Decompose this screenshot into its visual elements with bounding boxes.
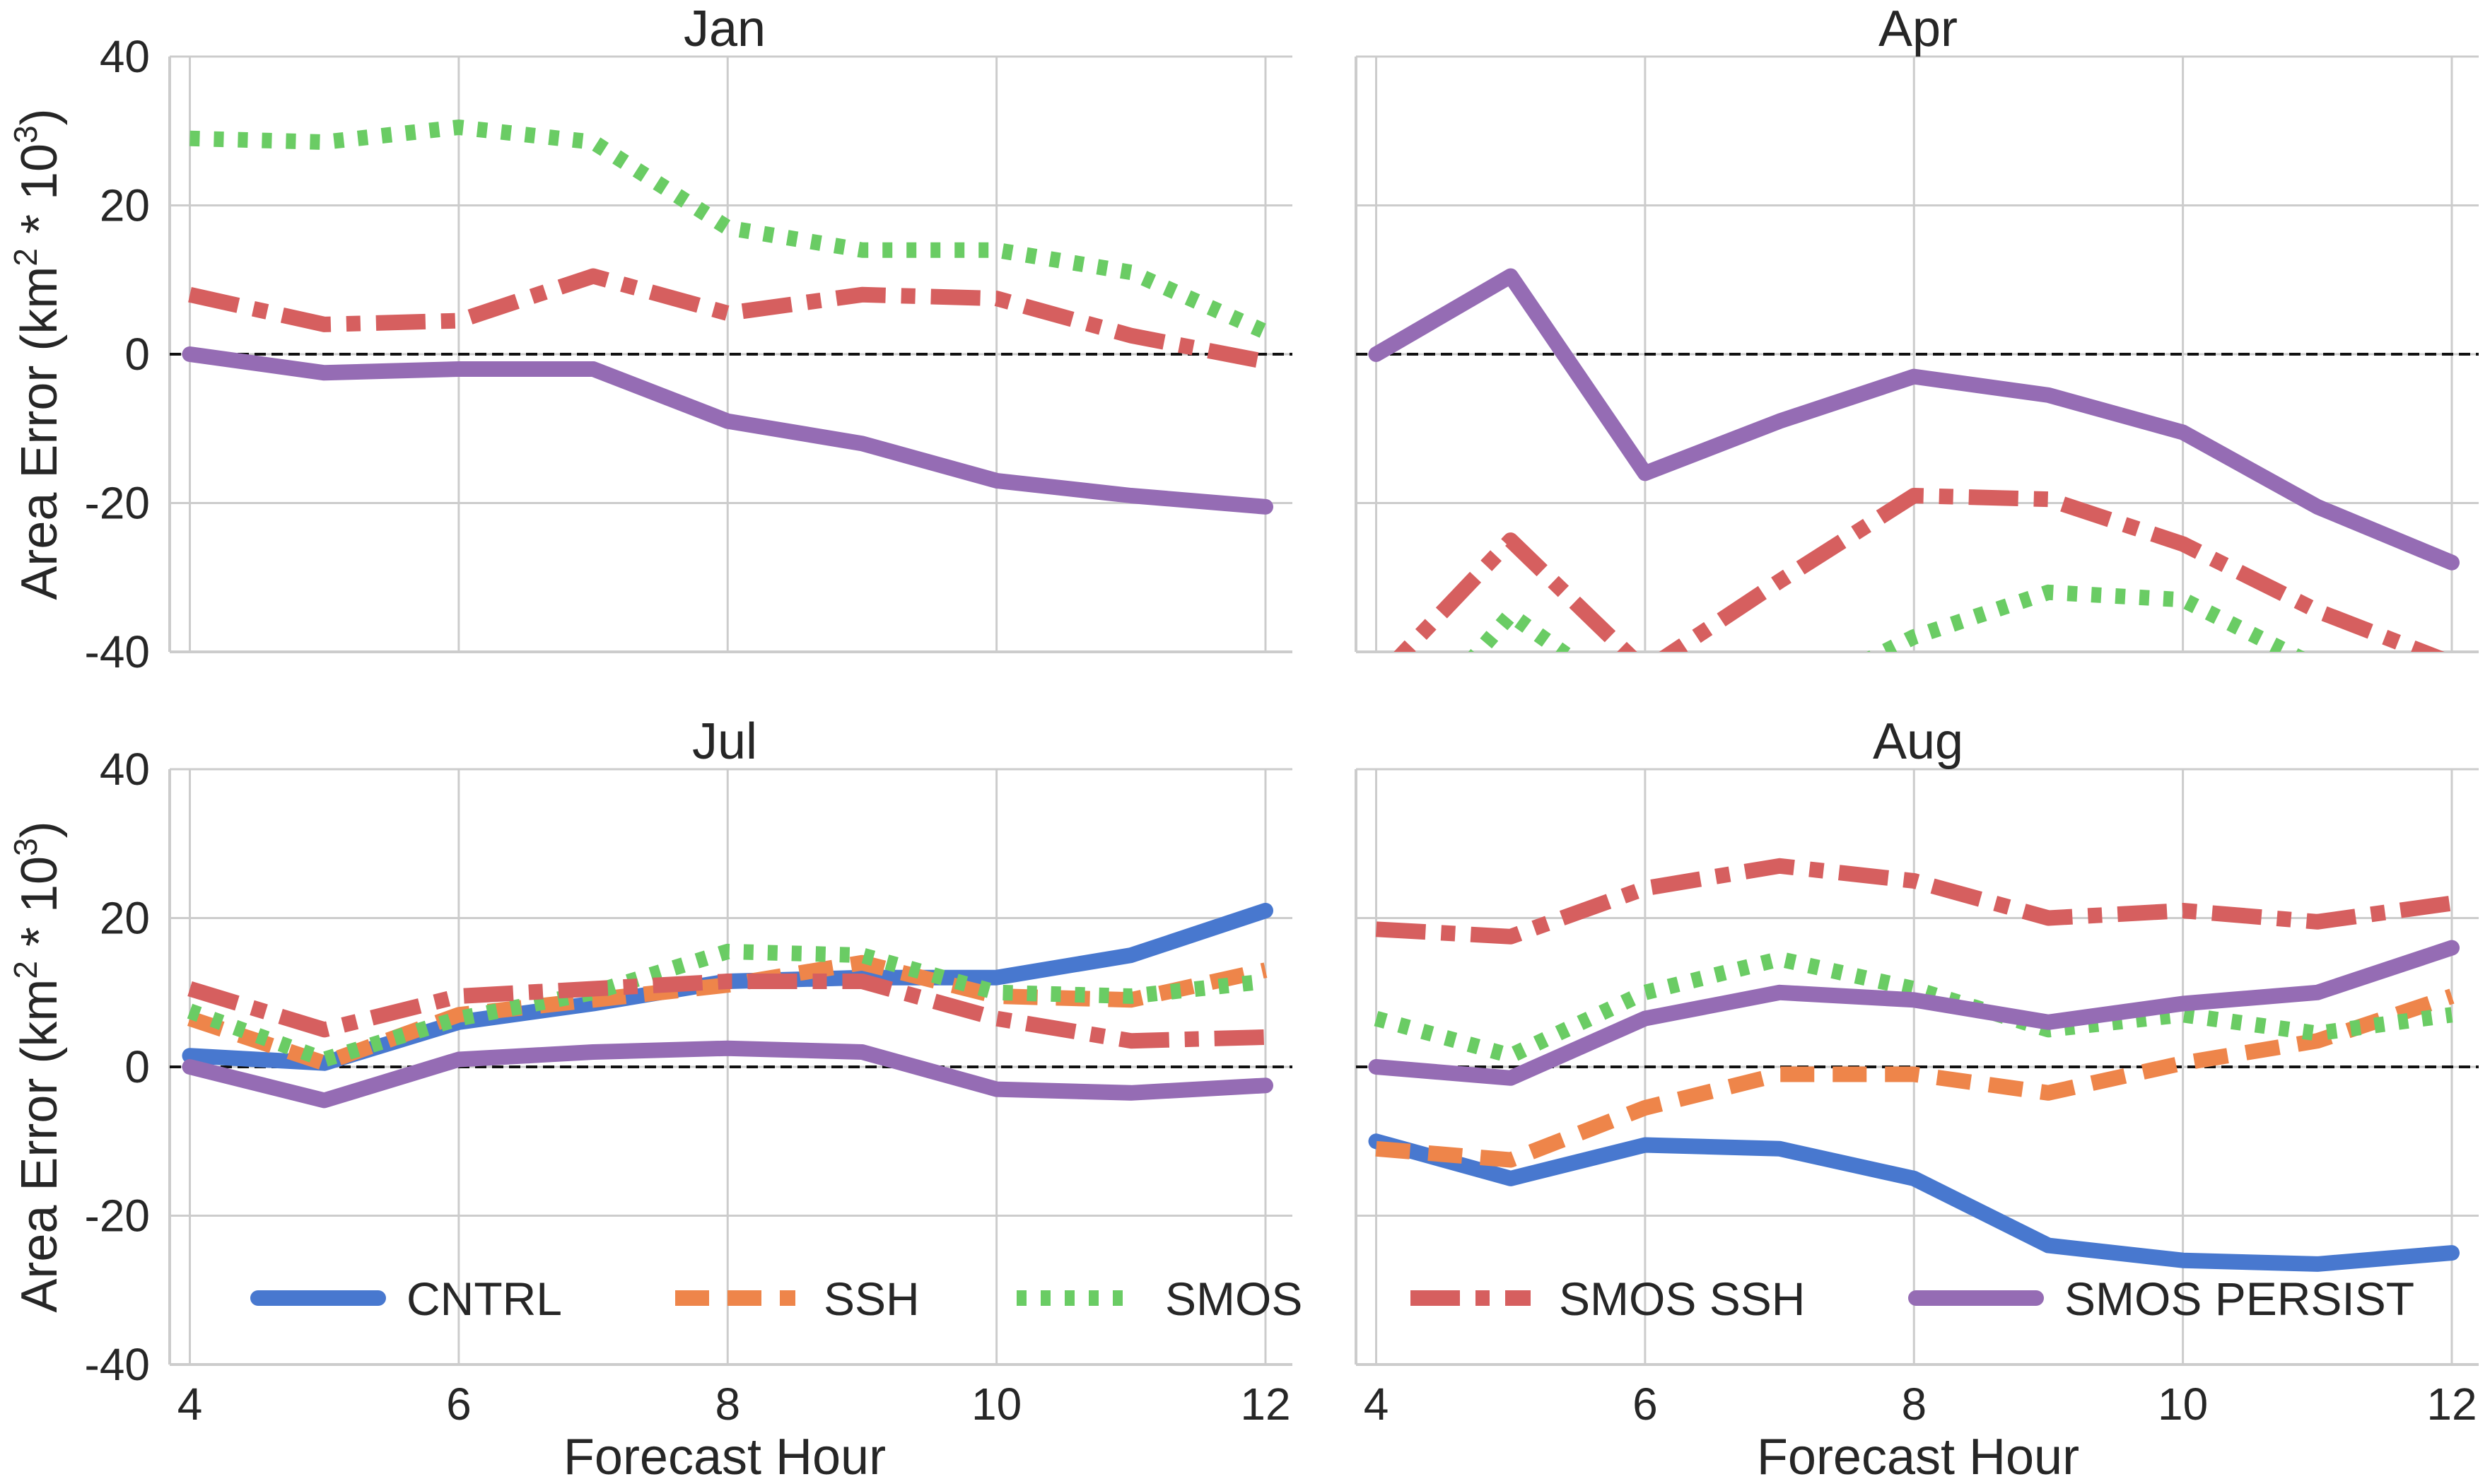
series-line-smos-persist bbox=[182, 1040, 1273, 1109]
panel-title-jan: Jan bbox=[684, 1, 766, 57]
x-ticks-aug: 4 6 8 10 12 bbox=[1364, 1379, 2477, 1430]
series-line-cntrl bbox=[1368, 1133, 2460, 1272]
panel-jan: Jan 40 20 0 -20 -40 bbox=[85, 1, 1292, 677]
x-axis-label-right: Forecast Hour bbox=[1757, 1429, 2079, 1484]
y-tick-label: 40 bbox=[100, 744, 150, 795]
series-line-smos-persist bbox=[1368, 940, 2460, 1086]
series-line-smos bbox=[187, 943, 1267, 1068]
legend-item-smos: SMOS bbox=[1017, 1273, 1302, 1325]
series-line-smos-ssh bbox=[1393, 488, 2445, 652]
x-tick-label: 6 bbox=[446, 1379, 472, 1430]
panel-title-apr: Apr bbox=[1878, 1, 1958, 57]
y-tick-label: 0 bbox=[124, 329, 150, 380]
legend-label: CNTRL bbox=[407, 1273, 562, 1325]
series-line-smos-ssh bbox=[1375, 858, 2453, 945]
x-tick-label: 10 bbox=[971, 1379, 1022, 1430]
lines-apr bbox=[1368, 268, 2460, 652]
legend-item-smos-persist: SMOS PERSIST bbox=[1908, 1273, 2414, 1325]
series-line-ssh bbox=[1375, 988, 2455, 1168]
x-tick-label: 12 bbox=[2426, 1379, 2477, 1430]
x-tick-label: 4 bbox=[1364, 1379, 1389, 1430]
legend-label: SMOS PERSIST bbox=[2064, 1273, 2414, 1325]
series-line-smos-ssh bbox=[187, 974, 1266, 1049]
y-ticks-jan: 40 20 0 -20 -40 bbox=[85, 31, 151, 677]
legend-label: SSH bbox=[824, 1273, 920, 1325]
panel-aug: Aug 4 6 8 10 12 bbox=[1355, 713, 2479, 1430]
x-tick-label: 6 bbox=[1632, 1379, 1658, 1430]
y-tick-label: -20 bbox=[85, 478, 151, 529]
lines-jan bbox=[182, 119, 1273, 515]
y-axis-label-bottom: Area Error (km2 * 103) bbox=[7, 821, 68, 1312]
legend: CNTRL SSH SMOS SMOS SSH SMOS PERSIST bbox=[250, 1273, 2414, 1325]
y-tick-label: 40 bbox=[100, 31, 150, 82]
x-tick-label: 8 bbox=[1901, 1379, 1927, 1430]
x-ticks-jul: 4 6 8 10 12 bbox=[177, 1379, 1291, 1430]
legend-item-ssh: SSH bbox=[675, 1273, 920, 1325]
panel-apr: Apr bbox=[1355, 1, 2479, 653]
y-tick-label: -20 bbox=[85, 1191, 151, 1241]
panel-title-aug: Aug bbox=[1873, 713, 1963, 770]
y-tick-label: 20 bbox=[100, 180, 150, 231]
panel-jul: Jul 40 20 0 -20 -40 4 6 8 10 12 bbox=[85, 713, 1292, 1430]
lines-aug bbox=[1368, 858, 2460, 1272]
y-tick-label: -40 bbox=[85, 1339, 151, 1390]
x-tick-label: 8 bbox=[715, 1379, 740, 1430]
x-tick-label: 10 bbox=[2158, 1379, 2208, 1430]
y-tick-label: 20 bbox=[100, 893, 150, 944]
legend-label: SMOS bbox=[1165, 1273, 1302, 1325]
x-tick-label: 4 bbox=[177, 1379, 203, 1430]
panel-title-jul: Jul bbox=[692, 713, 757, 770]
y-tick-label: 0 bbox=[124, 1041, 150, 1092]
series-line-smos-persist bbox=[1368, 268, 2460, 571]
x-axis-label-left: Forecast Hour bbox=[563, 1429, 886, 1484]
legend-label: SMOS SSH bbox=[1559, 1273, 1805, 1325]
legend-item-smos-ssh: SMOS SSH bbox=[1410, 1273, 1805, 1325]
lines-jul bbox=[182, 903, 1273, 1109]
y-tick-label: -40 bbox=[85, 626, 151, 677]
series-line-smos-persist bbox=[182, 346, 1273, 515]
series-line-smos bbox=[1468, 584, 2305, 652]
x-tick-label: 12 bbox=[1240, 1379, 1290, 1430]
y-axis-label-top: Area Error (km2 * 103) bbox=[7, 108, 68, 600]
legend-item-cntrl: CNTRL bbox=[250, 1273, 562, 1325]
y-ticks-jul: 40 20 0 -20 -40 bbox=[85, 744, 151, 1390]
